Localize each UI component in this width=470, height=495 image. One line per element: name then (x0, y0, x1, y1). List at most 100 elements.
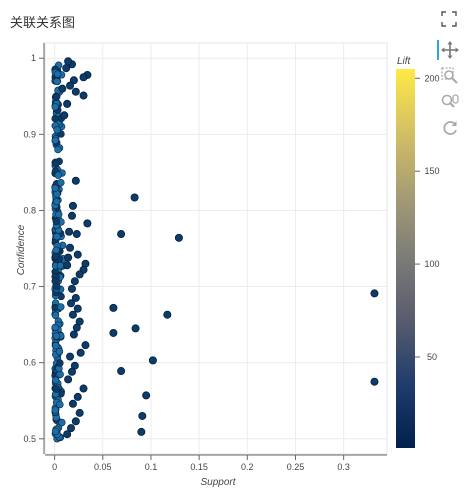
data-point (54, 214, 62, 222)
data-point (51, 226, 59, 234)
data-point (57, 218, 65, 226)
data-point (370, 377, 379, 386)
y-axis: 0.5 0.6 0.7 0.8 0.9 1 (23, 43, 45, 454)
pan-icon[interactable] (437, 40, 460, 60)
data-point (51, 93, 60, 102)
data-point (51, 299, 60, 307)
data-point (75, 270, 84, 279)
data-point (55, 210, 63, 219)
data-point (51, 169, 60, 178)
data-point (52, 252, 60, 260)
data-point (53, 126, 61, 134)
data-point (71, 293, 80, 302)
data-point (51, 67, 60, 76)
colorbar-title: Lift (397, 56, 412, 67)
data-point (81, 259, 90, 268)
data-point (54, 106, 62, 114)
data-point (66, 81, 75, 90)
data-point (51, 201, 59, 210)
y-tick-label: 0.9 (23, 129, 36, 139)
data-point (51, 132, 60, 141)
data-point (51, 262, 60, 270)
data-point (64, 57, 73, 66)
data-point (51, 77, 59, 85)
x-tick-label: 0 (52, 462, 57, 472)
data-point (57, 332, 65, 340)
data-point (51, 188, 59, 196)
data-point (52, 192, 60, 201)
data-point (52, 359, 61, 368)
data-point (66, 352, 75, 361)
data-point (53, 187, 61, 195)
fullscreen-icon[interactable] (440, 10, 458, 28)
data-point (52, 330, 60, 339)
data-point (67, 284, 76, 293)
data-point (59, 255, 67, 263)
data-point (51, 384, 59, 393)
data-point (54, 349, 62, 357)
data-point (51, 305, 60, 313)
data-point (53, 66, 62, 75)
data-point (54, 118, 63, 126)
data-point (57, 292, 65, 301)
data-point (56, 85, 65, 94)
data-point (57, 114, 66, 123)
data-point (73, 304, 82, 313)
data-point (56, 247, 64, 255)
data-point (79, 384, 88, 393)
data-point (54, 100, 62, 109)
data-point (65, 227, 74, 236)
data-point (53, 343, 62, 352)
chart-title: 关联关系图 (10, 16, 76, 31)
data-point (53, 93, 61, 101)
data-point (57, 130, 65, 138)
data-point (51, 334, 59, 342)
data-point (53, 181, 61, 189)
data-point (51, 205, 60, 213)
data-point (53, 259, 61, 268)
data-point (51, 392, 60, 401)
data-point (51, 98, 60, 106)
y-tick-label: 0.5 (23, 434, 36, 444)
data-point (52, 288, 60, 297)
reset-icon[interactable] (440, 118, 460, 138)
data-point (51, 273, 59, 281)
data-point (55, 88, 64, 96)
wheel-zoom-icon[interactable] (440, 92, 460, 112)
data-point (54, 396, 62, 404)
box-zoom-icon[interactable] (440, 66, 460, 86)
data-point (70, 361, 79, 370)
data-point (70, 277, 79, 286)
data-point (52, 383, 60, 392)
data-point (51, 114, 59, 123)
data-point (54, 349, 62, 358)
data-point (51, 341, 60, 350)
data-point (52, 410, 60, 419)
data-point (52, 103, 60, 111)
data-point (51, 310, 59, 318)
x-axis: 0 0.05 0.1 0.15 0.2 0.25 0.3 (45, 454, 387, 472)
data-point (57, 333, 65, 341)
data-point (51, 285, 59, 293)
data-point (51, 199, 60, 208)
data-point (51, 122, 59, 130)
data-point (130, 193, 139, 202)
data-point (109, 303, 118, 312)
data-point (53, 435, 61, 443)
data-point (52, 210, 60, 219)
data-point (51, 103, 59, 111)
data-point (52, 415, 61, 423)
data-point (76, 348, 85, 357)
data-point (75, 317, 84, 326)
data-point (51, 427, 60, 436)
data-point (52, 285, 61, 293)
data-point (148, 356, 157, 365)
data-point (52, 110, 61, 118)
data-point (57, 232, 65, 241)
data-point (56, 400, 64, 409)
data-point (51, 182, 59, 191)
data-point (54, 123, 63, 132)
data-point (54, 112, 63, 120)
data-point (83, 219, 92, 228)
